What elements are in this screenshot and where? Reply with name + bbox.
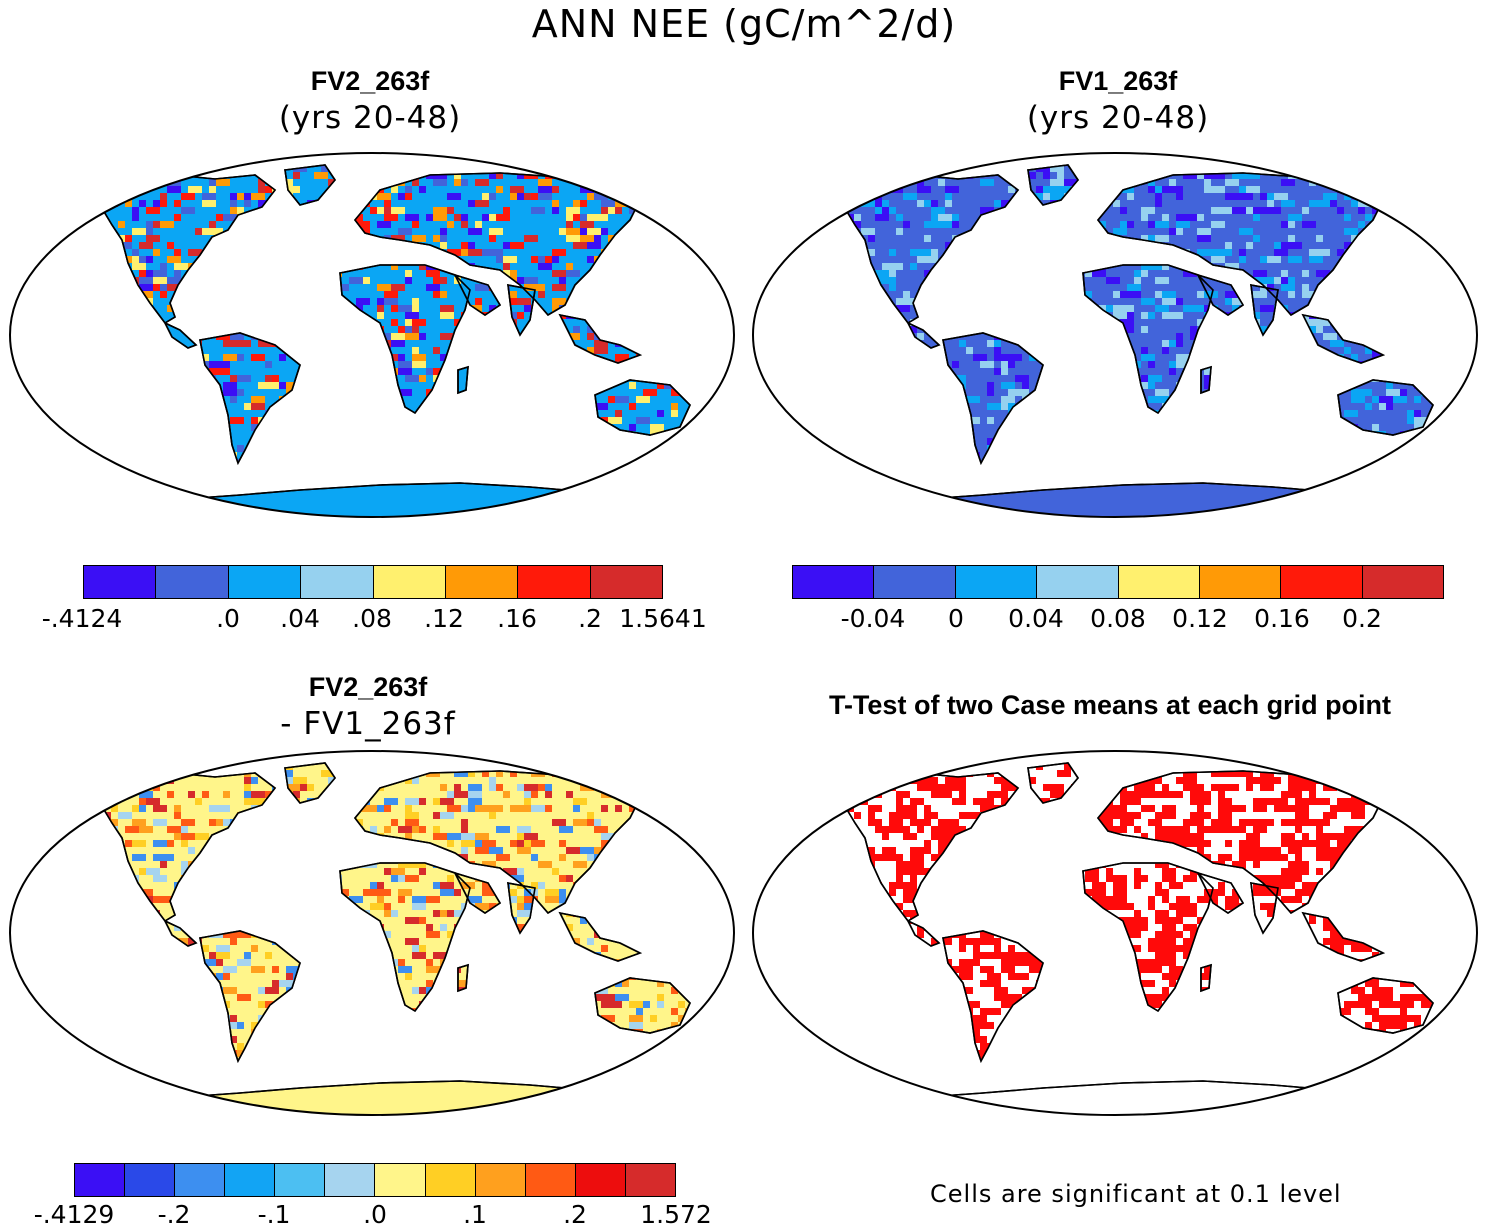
colorbar-swatch xyxy=(956,566,1037,598)
colorbar-swatch xyxy=(793,566,874,598)
colorbar-swatch xyxy=(375,1164,425,1196)
colorbar-fv2 xyxy=(83,565,663,599)
colorbar-diff xyxy=(74,1163,676,1197)
panel-fv1-title: FV1_263f xyxy=(918,66,1318,97)
panel-diff-subtitle: - FV1_263f xyxy=(168,706,568,742)
colorbar-tick-label: -0.04 xyxy=(841,604,906,633)
colorbar-tick-label: .2 xyxy=(578,604,602,633)
colorbar-swatch xyxy=(175,1164,225,1196)
colorbar-swatch xyxy=(1037,566,1118,598)
colorbar-tick-label: .08 xyxy=(352,604,392,633)
panel-fv1-subtitle: (yrs 20-48) xyxy=(918,100,1318,136)
colorbar-tick-label: .04 xyxy=(280,604,320,633)
colorbar-tick-label: .1 xyxy=(463,1200,487,1229)
colorbar-swatch xyxy=(125,1164,175,1196)
colorbar-swatch xyxy=(1119,566,1200,598)
colorbar-tick-label: .0 xyxy=(363,1200,387,1229)
colorbar-tick-label: 0.04 xyxy=(1008,604,1064,633)
colorbar-tick-label: .16 xyxy=(497,604,537,633)
colorbar-tick-label: -.4124 xyxy=(42,604,123,633)
colorbar-swatch xyxy=(576,1164,626,1196)
panel-fv2-title: FV2_263f xyxy=(170,66,570,97)
colorbar-swatch xyxy=(275,1164,325,1196)
colorbar-tick-label: 0.16 xyxy=(1254,604,1310,633)
colorbar-tick-label: 0.2 xyxy=(1342,604,1382,633)
colorbar-swatch xyxy=(518,566,590,598)
colorbar-tick-label: 1.572 xyxy=(640,1200,712,1229)
colorbar-swatch xyxy=(446,566,518,598)
figure-title: ANN NEE (gC/m^2/d) xyxy=(0,2,1488,46)
colorbar-swatch xyxy=(75,1164,125,1196)
colorbar-swatch xyxy=(591,566,662,598)
colorbar-swatch xyxy=(84,566,156,598)
colorbar-swatch xyxy=(526,1164,576,1196)
colorbar-tick-label: 0.12 xyxy=(1172,604,1228,633)
panel-ttest-title: T-Test of two Case means at each grid po… xyxy=(760,690,1460,721)
colorbar-tick-label: -.1 xyxy=(258,1200,291,1229)
colorbar-tick-label: .12 xyxy=(424,604,464,633)
map-fv1 xyxy=(743,145,1488,525)
colorbar-swatch xyxy=(325,1164,375,1196)
colorbar-swatch xyxy=(1281,566,1362,598)
map-fv2 xyxy=(0,145,745,525)
significance-note: Cells are significant at 0.1 level xyxy=(930,1180,1342,1208)
colorbar-tick-label: .0 xyxy=(216,604,240,633)
colorbar-swatch xyxy=(426,1164,476,1196)
panel-diff-title: FV2_263f xyxy=(168,672,568,703)
colorbar-tick-label: .2 xyxy=(563,1200,587,1229)
colorbar-swatch xyxy=(301,566,373,598)
colorbar-swatch xyxy=(1200,566,1281,598)
colorbar-tick-label: 1.5641 xyxy=(619,604,706,633)
panel-fv2-subtitle: (yrs 20-48) xyxy=(170,100,570,136)
colorbar-tick-label: -.4129 xyxy=(34,1200,115,1229)
map-diff xyxy=(0,743,745,1123)
colorbar-swatch xyxy=(225,1164,275,1196)
colorbar-swatch xyxy=(1363,566,1443,598)
colorbar-swatch xyxy=(626,1164,675,1196)
colorbar-tick-label: -.2 xyxy=(158,1200,191,1229)
colorbar-fv1 xyxy=(792,565,1444,599)
colorbar-tick-label: 0 xyxy=(948,604,964,633)
colorbar-swatch xyxy=(229,566,301,598)
colorbar-swatch xyxy=(476,1164,526,1196)
colorbar-tick-label: 0.08 xyxy=(1090,604,1146,633)
colorbar-swatch xyxy=(874,566,955,598)
colorbar-swatch xyxy=(156,566,228,598)
map-ttest xyxy=(743,743,1488,1123)
colorbar-swatch xyxy=(374,566,446,598)
